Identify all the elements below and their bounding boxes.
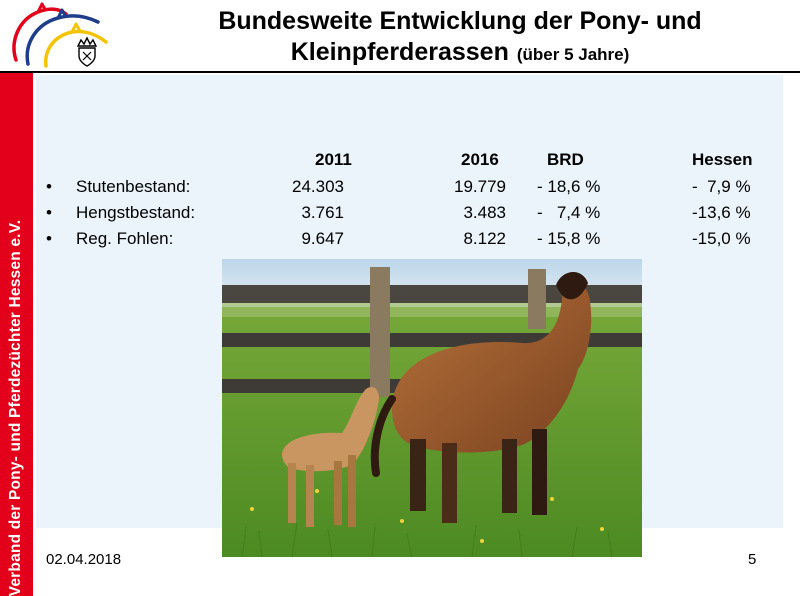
row-value-2011: 24.303 bbox=[292, 177, 344, 196]
header-2016: 2016 bbox=[461, 150, 499, 169]
title-line-2: Kleinpferderassen (über 5 Jahre) bbox=[140, 37, 780, 70]
row-value-2011: 3.761 bbox=[301, 203, 344, 222]
statistics-table: 2011 2016 BRD Hessen • Stutenbestand: 24… bbox=[0, 0, 800, 260]
row-value-hessen: -13,6 % bbox=[692, 203, 751, 222]
page-number: 5 bbox=[748, 551, 757, 568]
horse-photo bbox=[222, 259, 642, 557]
row-bullet: • bbox=[46, 177, 52, 196]
row-bullet: • bbox=[46, 229, 52, 248]
row-value-2011: 9.647 bbox=[301, 229, 344, 248]
sidebar: Verband der Pony- und Pferdezüchter Hess… bbox=[0, 73, 33, 596]
row-label: Reg. Fohlen: bbox=[76, 229, 174, 248]
row-value-2016: 8.122 bbox=[463, 229, 506, 248]
mare-illustration bbox=[370, 271, 592, 523]
row-label: Stutenbestand: bbox=[76, 177, 191, 196]
title-line-1: Bundesweite Entwicklung der Pony- und bbox=[218, 7, 702, 35]
crown-crest-icon bbox=[76, 36, 98, 67]
title-subtitle: (über 5 Jahre) bbox=[516, 45, 630, 64]
row-label: Hengstbestand: bbox=[76, 203, 196, 222]
row-value-brd: - 15,8 % bbox=[537, 229, 601, 248]
header-brd: BRD bbox=[547, 150, 584, 169]
horse-heads-logo bbox=[12, 2, 108, 68]
slide-date: 02.04.2018 bbox=[46, 551, 122, 568]
foal-illustration bbox=[282, 386, 380, 527]
row-value-2016: 19.779 bbox=[454, 177, 506, 196]
row-value-brd: - 18,6 % bbox=[537, 177, 601, 196]
sidebar-org-name: Verband der Pony- und Pferdezüchter Hess… bbox=[7, 219, 24, 596]
row-value-hessen: -15,0 % bbox=[692, 229, 751, 248]
title-divider bbox=[0, 71, 800, 73]
row-value-2016: 3.483 bbox=[463, 203, 506, 222]
row-value-brd: - 7,4 % bbox=[537, 203, 601, 222]
row-bullet: • bbox=[46, 203, 52, 222]
title-main: Kleinpferderassen bbox=[290, 38, 509, 66]
slide-title: Bundesweite Entwicklung der Pony- und Kl… bbox=[140, 6, 780, 70]
header-2011: 2011 bbox=[315, 150, 352, 169]
row-value-hessen: - 7,9 % bbox=[692, 177, 751, 196]
header-hessen: Hessen bbox=[692, 150, 753, 169]
